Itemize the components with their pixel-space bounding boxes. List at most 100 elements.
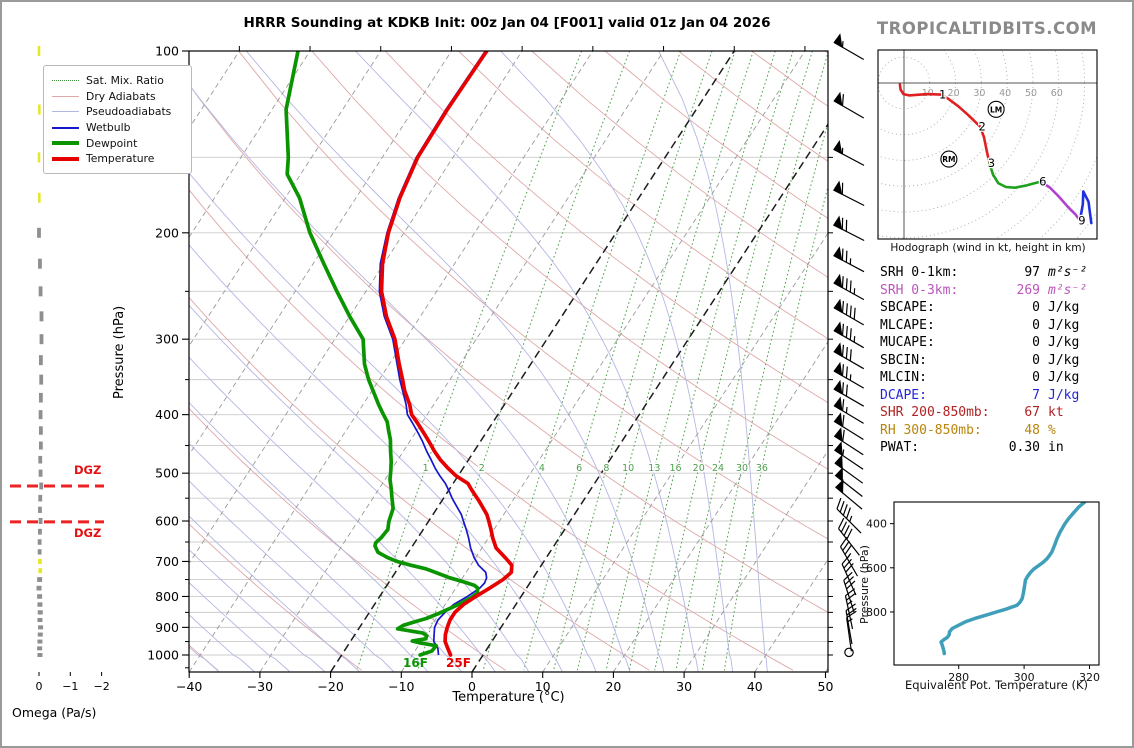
svg-text:36: 36 bbox=[756, 463, 768, 474]
svg-text:50: 50 bbox=[1025, 88, 1037, 99]
svg-text:16: 16 bbox=[669, 463, 681, 474]
svg-text:2: 2 bbox=[978, 120, 985, 134]
index-row-rh-300-850mb: RH 300-850mb: 48% bbox=[880, 423, 1098, 441]
thetae-pressure-axis-label: Pressure (hPa) bbox=[858, 545, 871, 624]
svg-text:30: 30 bbox=[676, 679, 692, 694]
svg-text:10: 10 bbox=[622, 463, 634, 474]
legend-item-dewpoint: Dewpoint bbox=[52, 135, 185, 151]
index-value: 67 bbox=[1024, 405, 1040, 420]
index-label: SHR 200-850mb: bbox=[880, 405, 990, 420]
index-value: 0 bbox=[1032, 300, 1040, 315]
index-value: 48 bbox=[1024, 422, 1040, 438]
index-label: MLCIN: bbox=[880, 370, 927, 385]
svg-text:−2: −2 bbox=[93, 680, 109, 693]
svg-text:−10: −10 bbox=[388, 679, 414, 694]
index-label: DCAPE: bbox=[880, 387, 927, 403]
legend-label: Sat. Mix. Ratio bbox=[86, 74, 164, 88]
svg-text:RM: RM bbox=[942, 155, 955, 164]
index-value: 0 bbox=[1032, 352, 1040, 368]
svg-text:0: 0 bbox=[468, 679, 476, 694]
index-row-sbcin: SBCIN: 0 J/kg bbox=[880, 353, 1098, 371]
svg-text:50: 50 bbox=[818, 679, 834, 694]
svg-text:400: 400 bbox=[155, 407, 179, 422]
index-unit: m²s⁻² bbox=[1048, 282, 1088, 298]
svg-text:100: 100 bbox=[155, 44, 179, 59]
index-row-srh-0-3km: SRH 0-3km: 269 m²s⁻² bbox=[880, 283, 1098, 301]
svg-text:800: 800 bbox=[155, 589, 179, 604]
svg-text:500: 500 bbox=[155, 466, 179, 481]
index-unit: J/kg bbox=[1048, 387, 1080, 403]
index-unit: m²s⁻² bbox=[1048, 265, 1088, 280]
index-row-shr-200-850mb: SHR 200-850mb: 67 kt bbox=[880, 405, 1098, 423]
satmix-line-swatch bbox=[52, 80, 79, 82]
index-value: 0 bbox=[1032, 335, 1040, 350]
svg-text:LM: LM bbox=[990, 105, 1002, 114]
legend-label: Dry Adiabats bbox=[86, 89, 156, 103]
svg-text:300: 300 bbox=[155, 332, 179, 347]
svg-text:280: 280 bbox=[948, 671, 969, 684]
dewpoint-line-swatch bbox=[52, 141, 79, 146]
pseudo-line-swatch bbox=[52, 111, 79, 113]
svg-text:6: 6 bbox=[1039, 175, 1046, 189]
svg-text:9: 9 bbox=[1078, 214, 1085, 228]
legend-label: Wetbulb bbox=[86, 121, 131, 135]
svg-text:20: 20 bbox=[605, 679, 621, 694]
svg-text:900: 900 bbox=[155, 620, 179, 635]
index-label: SBCIN: bbox=[880, 352, 927, 368]
index-value: 0.30 bbox=[1008, 440, 1040, 455]
svg-text:20: 20 bbox=[693, 463, 705, 474]
svg-text:−40: −40 bbox=[176, 679, 202, 694]
index-unit: J/kg bbox=[1048, 300, 1080, 315]
dry-line-swatch bbox=[52, 95, 79, 97]
index-unit: kt bbox=[1048, 405, 1064, 420]
legend-item-temperature: Temperature bbox=[52, 151, 185, 167]
index-label: MLCAPE: bbox=[880, 317, 935, 333]
legend-item-dry: Dry Adiabats bbox=[52, 89, 185, 105]
svg-text:20: 20 bbox=[948, 88, 960, 99]
legend-label: Dewpoint bbox=[86, 136, 138, 150]
index-value: 0 bbox=[1032, 317, 1040, 333]
page-title: HRRR Sounding at KDKB Init: 00z Jan 04 [… bbox=[243, 15, 771, 31]
index-label: MUCAPE: bbox=[880, 335, 935, 350]
index-row-sbcape: SBCAPE: 0 J/kg bbox=[880, 300, 1098, 318]
pressure-axis-label: Pressure (hPa) bbox=[112, 305, 127, 399]
svg-text:8: 8 bbox=[603, 463, 609, 474]
indices-panel: SRH 0-1km: 97 m²s⁻² SRH 0-3km: 269 m²s⁻² SBCAP… bbox=[880, 265, 1098, 458]
svg-text:2: 2 bbox=[479, 463, 485, 474]
thetae-x-axis-label: Equivalent Pot. Temperature (K) bbox=[904, 678, 1089, 692]
index-unit: % bbox=[1048, 422, 1056, 438]
index-label: SBCAPE: bbox=[880, 300, 935, 315]
svg-text:1000: 1000 bbox=[147, 648, 179, 663]
index-value: 7 bbox=[1032, 387, 1040, 403]
legend-label: Pseudoadiabats bbox=[86, 105, 172, 119]
svg-text:24: 24 bbox=[712, 463, 724, 474]
svg-text:700: 700 bbox=[155, 554, 179, 569]
index-row-pwat: PWAT: 0.30 in bbox=[880, 440, 1098, 458]
hodograph-caption: Hodograph (wind in kt, height in km) bbox=[890, 242, 1086, 254]
svg-text:3: 3 bbox=[988, 156, 995, 170]
index-row-mlcape: MLCAPE: 0 J/kg bbox=[880, 318, 1098, 336]
index-value: 97 bbox=[1024, 265, 1040, 280]
svg-text:0: 0 bbox=[36, 680, 43, 693]
svg-text:600: 600 bbox=[155, 514, 179, 529]
index-value: 0 bbox=[1032, 370, 1040, 385]
svg-text:−1: −1 bbox=[62, 680, 78, 693]
surface-dewpoint-label: 16F bbox=[403, 656, 428, 670]
index-unit: J/kg bbox=[1048, 352, 1080, 368]
temperature-axis-label: Temperature (°C) bbox=[452, 690, 565, 705]
index-row-mlcin: MLCIN: 0 J/kg bbox=[880, 370, 1098, 388]
wetbulb-line-swatch bbox=[52, 126, 79, 129]
index-value: 269 bbox=[1016, 282, 1040, 298]
svg-text:−30: −30 bbox=[247, 679, 273, 694]
index-label: RH 300-850mb: bbox=[880, 422, 982, 438]
index-unit: J/kg bbox=[1048, 370, 1080, 385]
svg-text:200: 200 bbox=[155, 225, 179, 240]
site-logo: TROPICALTIDBITS.COM bbox=[876, 19, 1098, 38]
index-label: SRH 0-1km: bbox=[880, 265, 959, 280]
legend-item-wetbulb: Wetbulb bbox=[52, 120, 185, 136]
index-row-srh-0-1km: SRH 0-1km: 97 m²s⁻² bbox=[880, 265, 1098, 283]
index-label: PWAT: bbox=[880, 440, 920, 455]
svg-text:40: 40 bbox=[999, 88, 1011, 99]
